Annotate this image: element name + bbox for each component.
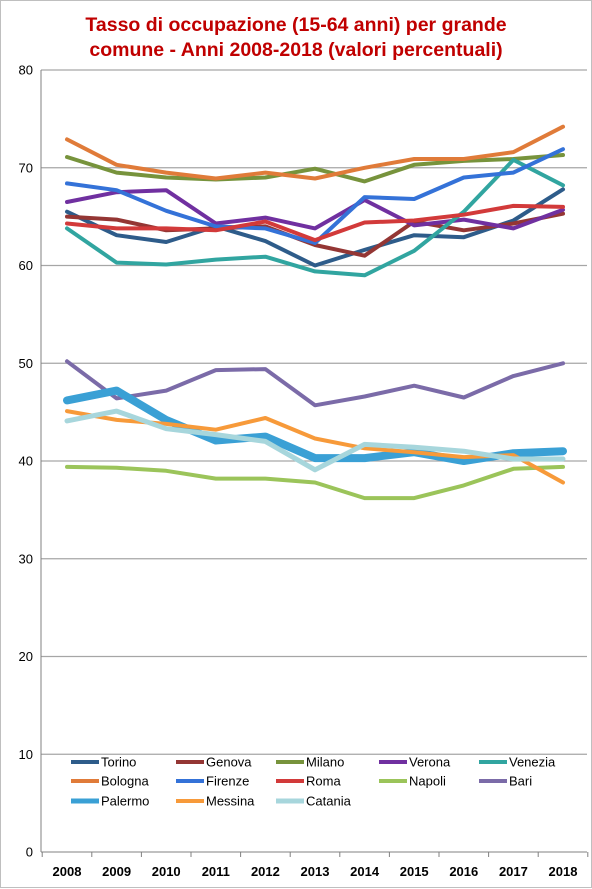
x-tick-label: 2012 [251, 864, 280, 879]
y-tick-label: 20 [19, 649, 33, 664]
x-tick-label: 2015 [400, 864, 429, 879]
series-line-bari [65, 359, 565, 408]
series-line-venezia [65, 157, 565, 278]
series-line-napoli [65, 464, 565, 501]
series-line-roma [65, 203, 565, 243]
series-line-bologna [65, 124, 565, 181]
x-tick-label: 2011 [202, 864, 230, 879]
legend-label-firenze: Firenze [206, 774, 249, 789]
legend-label-venezia: Venezia [509, 755, 556, 770]
series-line-palermo [63, 386, 567, 465]
series-line-torino [65, 187, 565, 268]
legend-label-torino: Torino [101, 755, 136, 770]
chart-title-line-2: comune - Anni 2008-2018 (valori percentu… [89, 39, 502, 61]
series-lines [63, 124, 567, 501]
x-tick-label: 2018 [549, 864, 578, 879]
y-tick-label: 30 [19, 551, 33, 566]
y-tick-label: 0 [26, 845, 33, 860]
axes: 2008 2009 2010 2011 2012 2013 2014 2015 2016 2017… [40, 70, 589, 879]
series-line-verona [65, 188, 565, 231]
y-tick-label: 50 [19, 356, 33, 371]
y-tick-label: 60 [19, 258, 33, 273]
legend-label-bologna: Bologna [101, 774, 149, 789]
legend-label-napoli: Napoli [409, 774, 446, 789]
legend-label-bari: Bari [509, 774, 532, 789]
x-tick-label: 2013 [301, 864, 330, 879]
chart-title-line-1: Tasso di occupazione (15-64 anni) per gr… [85, 14, 506, 36]
legend-label-milano: Milano [306, 755, 344, 770]
legend-label-palermo: Palermo [101, 794, 149, 809]
legend-label-messina: Messina [206, 794, 255, 809]
legend: Torino Genova Milano Verona Venezia Bologna Fi… [71, 755, 556, 809]
x-tick-label: 2009 [102, 864, 131, 879]
chart-title: Tasso di occupazione (15-64 anni) per gr… [85, 14, 506, 61]
y-tick-label: 70 [19, 160, 33, 175]
series-line-milano [65, 153, 565, 184]
x-tick-label: 2010 [152, 864, 181, 879]
legend-label-verona: Verona [409, 755, 451, 770]
y-tick-label: 40 [19, 454, 33, 469]
x-tick-label: 2016 [449, 864, 478, 879]
series-line-genova [65, 211, 565, 258]
y-tick-label: 10 [19, 747, 33, 762]
x-tick-label: 2008 [53, 864, 82, 879]
x-tick-label: 2014 [350, 864, 380, 879]
y-tick-label: 80 [19, 63, 33, 78]
x-tick-label: 2017 [499, 864, 528, 879]
legend-label-catania: Catania [306, 794, 352, 809]
series-line-catania [64, 408, 566, 473]
legend-label-genova: Genova [206, 755, 252, 770]
legend-label-roma: Roma [306, 774, 341, 789]
series-line-firenze [65, 147, 565, 245]
